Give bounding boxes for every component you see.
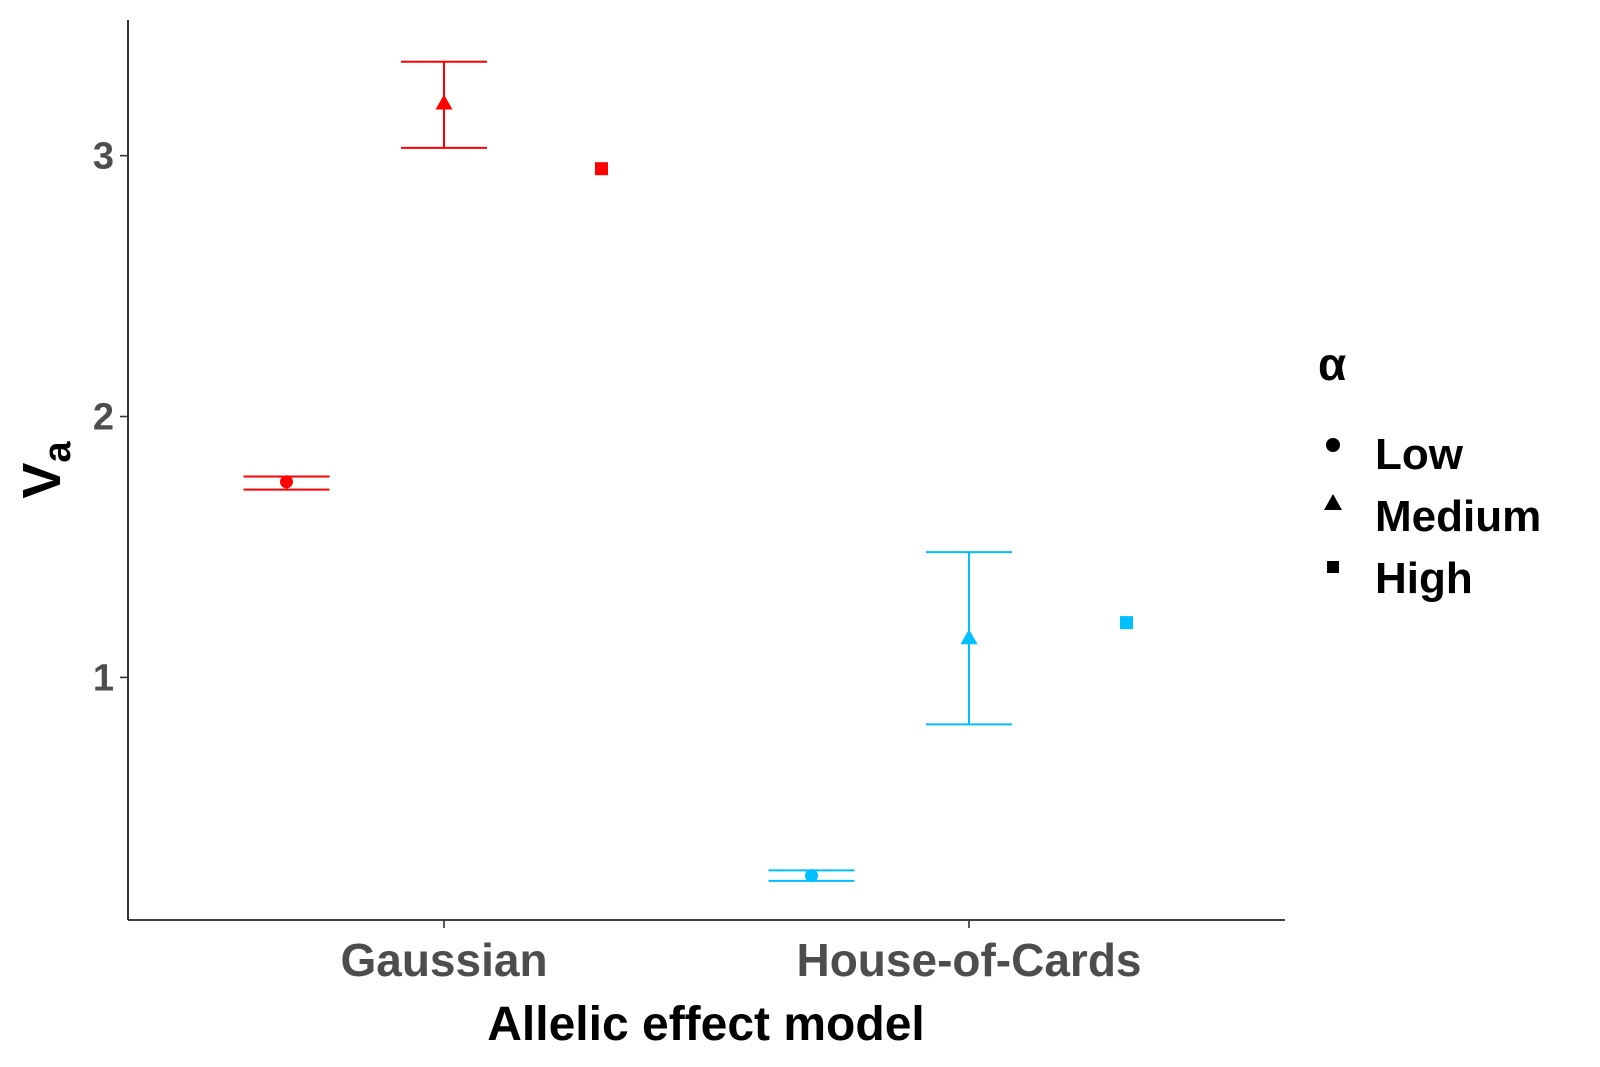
y-axis-title-subscript: a bbox=[37, 441, 79, 463]
x-tick-label: Gaussian bbox=[340, 934, 547, 986]
point-triangle bbox=[435, 94, 453, 110]
y-ticks: 1 2 3 bbox=[93, 136, 128, 699]
data-point-low bbox=[243, 475, 330, 491]
y-tick-label: 3 bbox=[93, 136, 114, 178]
legend-item-medium: Medium bbox=[1324, 492, 1541, 541]
legend-key-square bbox=[1327, 561, 1339, 573]
data-marks bbox=[243, 60, 1133, 883]
legend-label-low: Low bbox=[1375, 430, 1464, 479]
svg-text:Va: Va bbox=[12, 441, 79, 499]
point-square bbox=[1120, 616, 1133, 630]
y-axis-title: Va bbox=[12, 441, 79, 499]
y-tick-label: 1 bbox=[93, 657, 114, 699]
point-triangle bbox=[960, 629, 978, 645]
y-axis-title-main: V bbox=[12, 463, 72, 499]
x-ticks: Gaussian House-of-Cards bbox=[340, 920, 1142, 986]
x-tick-label: House-of-Cards bbox=[796, 934, 1141, 986]
legend-item-high: High bbox=[1327, 554, 1473, 603]
data-point-high bbox=[595, 162, 608, 176]
legend: α Low Medium High bbox=[1318, 338, 1541, 603]
plot-area: 1 2 3 Gaussian House-of-Cards bbox=[93, 20, 1285, 986]
y-tick-label: 2 bbox=[93, 397, 114, 439]
legend-item-low: Low bbox=[1326, 430, 1464, 479]
data-point-high bbox=[1120, 616, 1133, 630]
legend-label-high: High bbox=[1375, 554, 1473, 603]
data-point-medium bbox=[401, 60, 487, 149]
legend-title: α bbox=[1318, 338, 1346, 390]
legend-label-medium: Medium bbox=[1375, 492, 1541, 541]
point-square bbox=[595, 162, 608, 176]
point-circle bbox=[805, 869, 818, 883]
legend-key-triangle bbox=[1324, 494, 1342, 510]
x-axis-title: Allelic effect model bbox=[487, 998, 924, 1051]
point-circle bbox=[280, 475, 293, 489]
legend-key-circle bbox=[1326, 438, 1340, 452]
data-point-medium bbox=[926, 551, 1012, 726]
data-point-low bbox=[768, 869, 855, 883]
